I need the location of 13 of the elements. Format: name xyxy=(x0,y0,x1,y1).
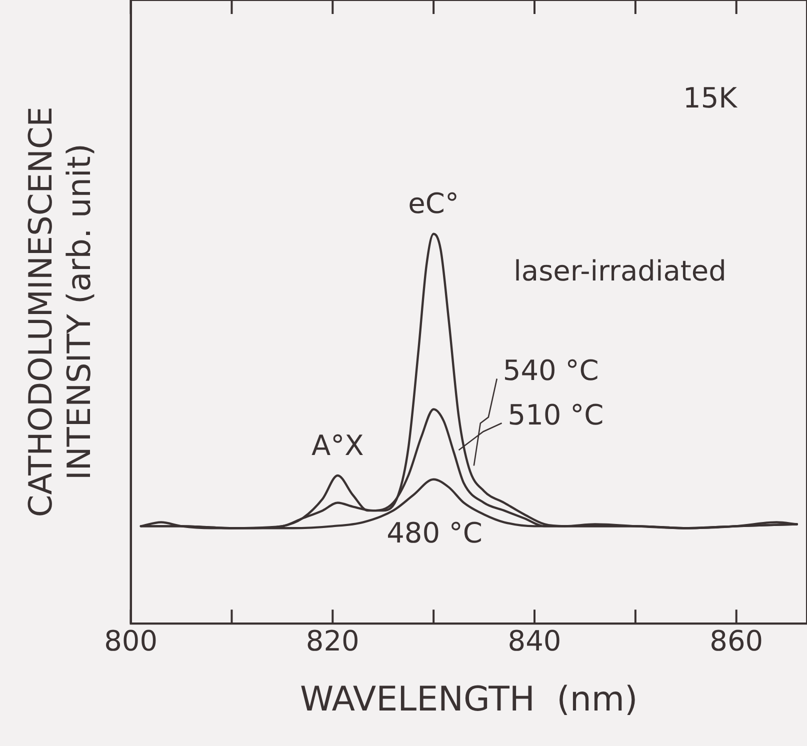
x-axis-title: WAVELENGTH (nm) xyxy=(300,679,638,720)
annotation: laser-irradiated xyxy=(514,254,726,288)
annotation: eC° xyxy=(408,187,459,220)
y-axis-title: CATHODOLUMINESCENCE INTENSITY (arb. unit) xyxy=(22,106,98,518)
annotation: A°X xyxy=(312,428,364,462)
series-label: 480 °C xyxy=(386,516,482,550)
x-tick-label: 820 xyxy=(306,624,360,658)
x-tick-label: 800 xyxy=(104,624,158,658)
text: 510 °C xyxy=(508,398,604,432)
text: 15K xyxy=(683,81,738,114)
x-tick-label: 860 xyxy=(710,624,764,658)
series-label: 540 °C xyxy=(502,354,599,387)
x-tick-label: 840 xyxy=(508,624,562,658)
